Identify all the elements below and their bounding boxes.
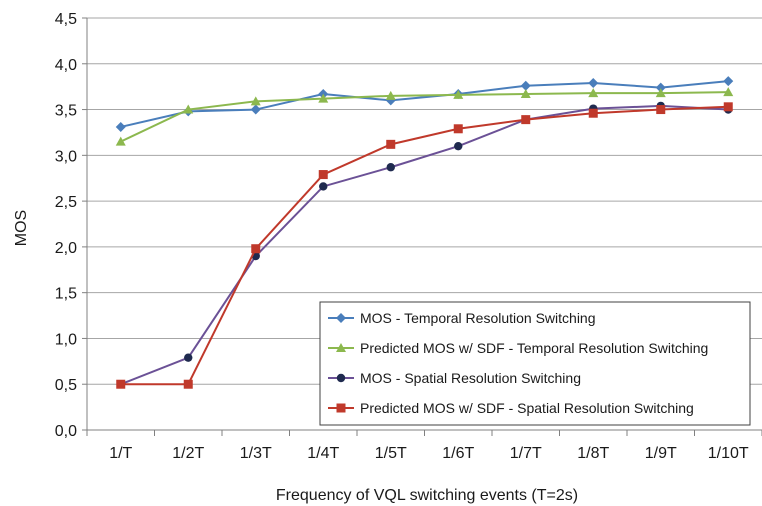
data-point — [251, 244, 261, 254]
axes — [82, 17, 762, 436]
data-point — [723, 76, 734, 87]
y-tick-label: 0,5 — [55, 377, 77, 394]
data-point — [319, 182, 328, 191]
data-point — [250, 96, 261, 106]
data-point — [588, 88, 599, 98]
legend-box — [319, 301, 751, 426]
legend-item: Predicted MOS w/ SDF - Temporal Resoluti… — [328, 340, 708, 356]
legend-item: Predicted MOS w/ SDF - Spatial Resolutio… — [328, 400, 694, 416]
series-line — [120, 104, 729, 386]
data-point — [453, 124, 463, 134]
data-point — [115, 121, 126, 132]
x-tick-label: 1/T — [109, 445, 132, 462]
data-point — [183, 104, 194, 114]
data-point — [453, 89, 464, 99]
y-tick-label: 2,5 — [55, 194, 77, 211]
data-point — [250, 104, 261, 115]
x-tick-labels: 1/T 1/2T 1/3T 1/4T 1/5T 1/6T 1/7T 1/8T 1/9T 1/10T — [109, 445, 749, 462]
legend-label: Predicted MOS w/ SDF - Spatial Resolutio… — [360, 400, 694, 416]
gridlines — [87, 17, 762, 385]
x-tick-label: 1/5T — [375, 445, 407, 462]
data-point — [115, 136, 126, 146]
y-tick-label: 3,5 — [55, 103, 77, 120]
x-tick-label: 1/4T — [307, 445, 339, 462]
y-axis-title: MOS — [13, 210, 30, 246]
x-tick-label: 1/6T — [442, 445, 474, 462]
legend-marker — [336, 373, 346, 383]
legend-label: MOS - Spatial Resolution Switching — [360, 370, 581, 386]
data-point — [454, 141, 463, 151]
data-point — [655, 82, 666, 93]
x-tick-label: 1/10T — [708, 445, 749, 462]
x-tick-label: 1/9T — [645, 445, 677, 462]
series-1 — [115, 76, 734, 132]
legend-marker — [336, 343, 346, 352]
data-point — [723, 87, 734, 97]
legend-marker — [336, 313, 346, 323]
x-axis-title: Frequency of VQL switching events (T=2s) — [276, 487, 578, 504]
legend-item: MOS - Temporal Resolution Switching — [328, 310, 596, 326]
y-tick-label: 4,5 — [55, 11, 77, 28]
series-line — [120, 91, 729, 143]
series-line — [120, 80, 729, 128]
x-tick-label: 1/3T — [240, 445, 272, 462]
data-point — [183, 379, 193, 389]
data-point — [520, 88, 531, 98]
data-point — [520, 80, 531, 91]
series-4 — [116, 102, 733, 389]
data-point — [588, 78, 599, 89]
legend-label: Predicted MOS w/ SDF - Temporal Resoluti… — [360, 340, 708, 356]
legend: MOS - Temporal Resolution Switching Predi… — [319, 301, 751, 426]
data-point — [655, 88, 666, 98]
legend-label: MOS - Temporal Resolution Switching — [360, 310, 596, 326]
data-point — [184, 353, 193, 362]
x-tick-label: 1/2T — [172, 445, 204, 462]
legend-item: MOS - Spatial Resolution Switching — [328, 370, 581, 386]
y-tick-label: 4,0 — [55, 57, 77, 74]
data-point — [318, 93, 329, 103]
data-point — [318, 170, 328, 180]
x-tick-label: 1/8T — [577, 445, 609, 462]
data-point — [521, 115, 531, 125]
data-point — [385, 90, 396, 100]
data-point — [386, 139, 396, 149]
data-point — [116, 379, 126, 389]
data-point — [386, 163, 395, 172]
data-point — [723, 102, 733, 112]
series-line — [120, 105, 729, 386]
series-2 — [115, 87, 734, 146]
series-layer — [115, 76, 734, 389]
y-tick-label: 2,0 — [55, 240, 77, 257]
y-tick-label: 1,5 — [55, 286, 77, 303]
data-point — [588, 108, 598, 118]
y-tick-label: 0,0 — [55, 423, 77, 440]
y-tick-labels: 0,0 0,5 1,0 1,5 2,0 2,5 3,0 3,5 4,0 4,5 — [55, 11, 77, 440]
y-tick-label: 3,0 — [55, 148, 77, 165]
legend-marker — [336, 403, 346, 413]
data-point — [656, 105, 666, 115]
y-tick-label: 1,0 — [55, 331, 77, 348]
x-tick-label: 1/7T — [510, 445, 542, 462]
